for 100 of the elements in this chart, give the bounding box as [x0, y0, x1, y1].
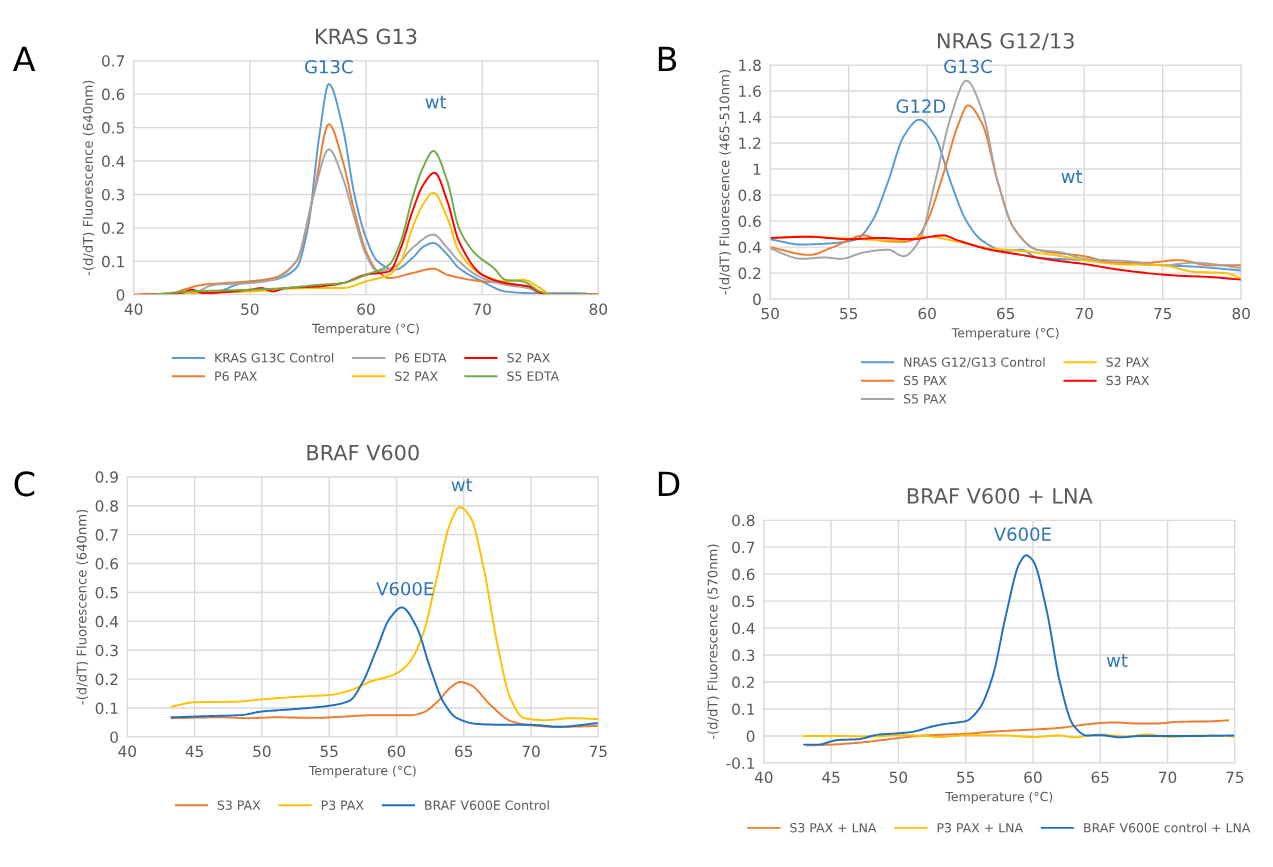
x-tick-label: 40 — [118, 745, 137, 758]
y-tick-label: 0.9 — [95, 471, 118, 483]
x-tick-label: 50 — [761, 307, 779, 320]
annotation: wt — [425, 95, 447, 109]
chart-title: KRAS G13 — [316, 28, 417, 45]
y-tick-label: 0.4 — [738, 241, 761, 254]
y-tick-label: 0.8 — [738, 189, 761, 202]
x-tick-label: 65 — [455, 745, 473, 758]
x-tick-label: 50 — [241, 303, 259, 315]
legend-label: KRAS G13C Control — [215, 352, 334, 363]
x-tick-label: 75 — [589, 745, 607, 758]
legend-label: S2 PAX — [395, 371, 438, 381]
y-axis-title: -(d/dT) Fluorescence (570nm) — [707, 544, 720, 740]
annotation: G13C — [944, 59, 992, 74]
y-tick-label: 0.4 — [102, 155, 125, 168]
y-tick-label: 0.3 — [102, 188, 125, 201]
x-tick-label: 45 — [185, 745, 203, 758]
x-tick-label: 70 — [1159, 771, 1177, 784]
x-tick-label: 50 — [889, 771, 908, 784]
y-tick-label: 0.2 — [738, 267, 761, 280]
x-tick-label: 55 — [957, 771, 975, 784]
legend-label: S5 PAX — [903, 375, 947, 386]
y-tick-label: 0.7 — [95, 529, 118, 541]
y-tick-label: 1 — [753, 163, 761, 175]
text: B — [658, 46, 677, 72]
y-tick-label: 0.4 — [95, 615, 119, 628]
legend-label: P3 PAX — [321, 800, 364, 810]
y-tick-label: 0.5 — [102, 122, 124, 134]
y-axis-title: -(d/dT) Fluorescence (640nm) — [76, 509, 89, 705]
text: C — [14, 471, 35, 497]
legend-label: P3 PAX + LNA — [937, 822, 1023, 833]
x-tick-label: 50 — [253, 745, 271, 758]
x-tick-label: 55 — [840, 307, 858, 320]
legend-label: S3 PAX + LNA — [790, 822, 877, 833]
y-tick-label: 0 — [116, 289, 125, 301]
x-tick-label: 45 — [822, 771, 840, 784]
annotation: wt — [1106, 654, 1128, 667]
y-tick-label: 0.5 — [95, 586, 118, 599]
x-tick-label: 60 — [1024, 771, 1042, 784]
legend-label: S3 PAX — [217, 800, 261, 810]
legend-label: S5 PAX — [903, 394, 947, 404]
x-axis-title: Temperature (°C) — [308, 765, 416, 778]
x-tick-label: 40 — [124, 303, 143, 315]
annotation: wt — [451, 478, 473, 492]
legend-label: BRAF V600E Control — [425, 800, 549, 810]
annotation: wt — [1061, 170, 1083, 183]
y-tick-label: 0 — [753, 293, 761, 306]
x-tick-label: 75 — [1226, 771, 1244, 784]
x-tick-label: 70 — [473, 303, 491, 315]
y-tick-label: 0.3 — [95, 644, 118, 657]
x-tick-label: 75 — [1154, 307, 1172, 320]
x-axis-title: Temperature (°C) — [945, 791, 1053, 804]
y-tick-label: 0.6 — [95, 558, 119, 570]
x-axis-title: Temperature (°C) — [951, 327, 1059, 340]
legend-label: BRAF V600E control + LNA — [1084, 822, 1251, 833]
y-tick-label: 1.6 — [739, 85, 761, 98]
legend-label: NRAS G12/G13 Control — [904, 357, 1045, 368]
x-axis-title: Temperature (°C) — [312, 323, 419, 336]
y-tick-label: 0 — [110, 731, 118, 743]
y-tick-label: 0.2 — [732, 676, 754, 689]
y-tick-label: 1.2 — [739, 137, 761, 149]
y-tick-label: -0.1 — [726, 757, 755, 769]
y-tick-label: 0.4 — [732, 622, 755, 635]
y-tick-label: 0.8 — [95, 500, 118, 512]
x-tick-label: 65 — [1091, 771, 1109, 784]
legend-label: S2 PAX — [507, 353, 550, 363]
chart-title: NRAS G12/13 — [937, 32, 1074, 51]
y-tick-label: 0.6 — [102, 88, 125, 101]
annotation: V600E — [376, 581, 434, 596]
y-axis-title: -(d/dT) Fluorescence (465-510nm) — [719, 70, 731, 295]
y-tick-label: 0.6 — [732, 568, 755, 581]
y-tick-label: 1.4 — [739, 111, 761, 123]
x-tick-label: 70 — [522, 745, 540, 758]
x-tick-label: 60 — [918, 307, 936, 320]
x-tick-label: 65 — [997, 307, 1015, 320]
y-tick-label: 0.1 — [732, 703, 755, 716]
y-tick-label: 0.8 — [732, 514, 755, 527]
legend-label: P6 PAX — [215, 371, 257, 381]
y-tick-label: 0.7 — [102, 55, 125, 67]
x-tick-label: 40 — [754, 771, 773, 784]
y-tick-label: 0.5 — [732, 595, 755, 608]
text: A — [12, 46, 36, 72]
y-tick-label: 0.7 — [732, 541, 755, 554]
annotation: G12D — [896, 99, 946, 114]
y-tick-label: 0.3 — [732, 649, 755, 662]
y-tick-label: 0.2 — [95, 673, 118, 686]
chart-title: BRAF V600 — [307, 444, 419, 461]
chart-title: BRAF V600 + LNA — [907, 488, 1093, 504]
y-tick-label: 0.1 — [95, 702, 118, 715]
y-tick-label: 0.1 — [102, 255, 124, 268]
x-tick-label: 80 — [589, 303, 608, 315]
x-tick-label: 70 — [1075, 307, 1093, 320]
x-tick-label: 60 — [387, 745, 406, 758]
y-axis-title: -(d/dT) Fluorescence (640nm) — [82, 80, 95, 276]
x-tick-label: 80 — [1232, 307, 1250, 320]
legend-label: P6 EDTA — [395, 353, 447, 363]
annotation: G13C — [305, 59, 353, 74]
x-tick-label: 55 — [320, 745, 338, 758]
x-tick-label: 60 — [357, 303, 375, 315]
annotation: V600E — [993, 527, 1051, 541]
